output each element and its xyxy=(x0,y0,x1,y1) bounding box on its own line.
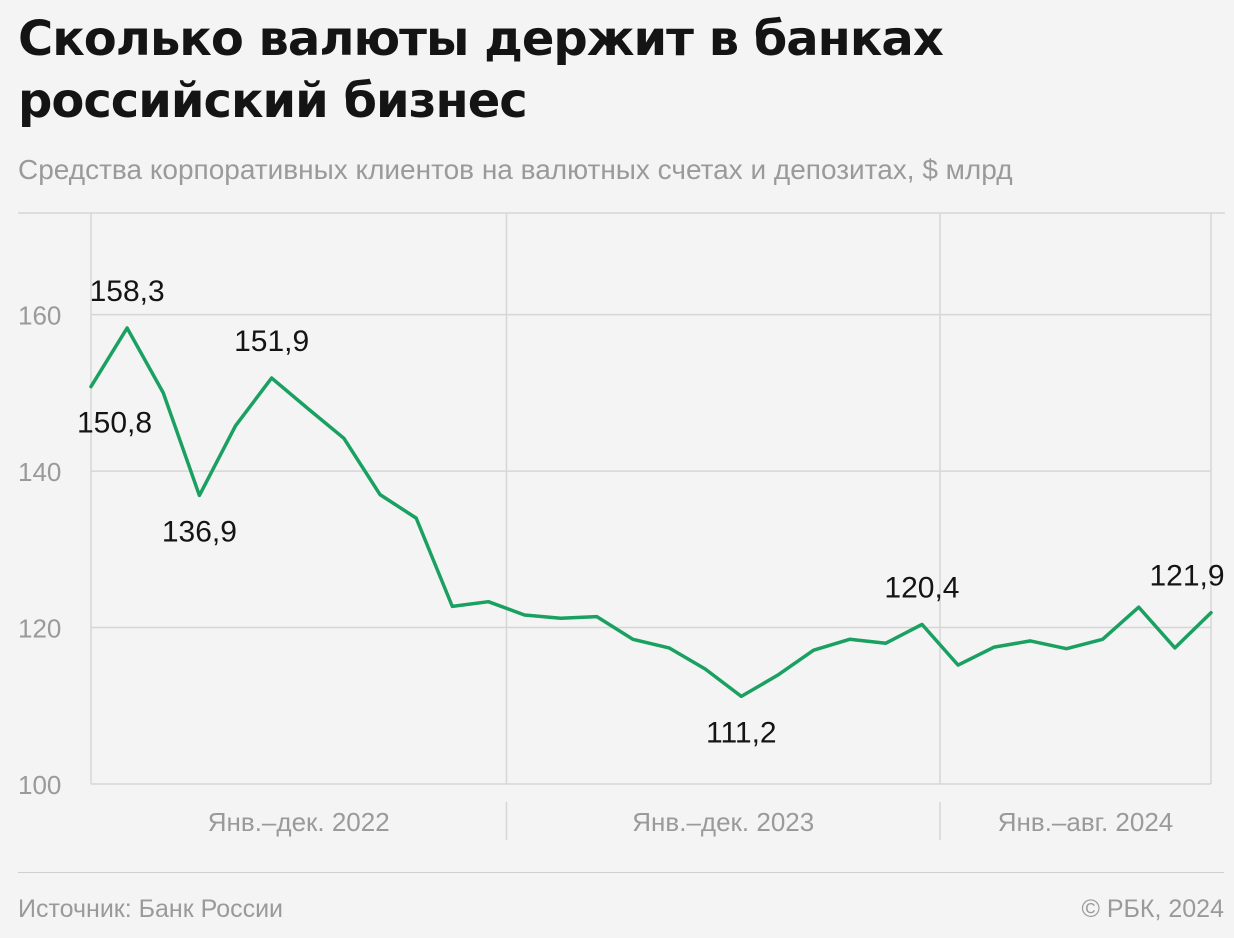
data-label: 121,9 xyxy=(1149,560,1224,593)
gridlines xyxy=(18,212,1225,785)
chart-subtitle: Средства корпоративных клиентов на валют… xyxy=(18,154,1013,185)
source-note: Источник: Банк России xyxy=(18,895,284,923)
x-axis-groups: Янв.–дек. 2022 Янв.–дек. 2023 Янв.–авг. 20… xyxy=(208,213,1173,840)
y-tick-label: 140 xyxy=(18,457,61,487)
data-label: 150,8 xyxy=(77,407,152,440)
data-labels: 150,8 158,3 136,9 151,9 111,2 120,4 121,9 xyxy=(77,275,1225,749)
y-axis-ticks: 100 120 140 160 xyxy=(18,301,61,800)
footer-divider xyxy=(18,872,1224,873)
data-label: 158,3 xyxy=(90,275,165,308)
data-label: 120,4 xyxy=(884,571,959,604)
data-label: 111,2 xyxy=(706,716,777,749)
x-group-label: Янв.–дек. 2022 xyxy=(208,807,390,837)
y-tick-label: 160 xyxy=(18,301,61,331)
data-label: 136,9 xyxy=(162,515,237,548)
x-group-label: Янв.–дек. 2023 xyxy=(632,807,814,837)
copyright-note: © РБК, 2024 xyxy=(1081,895,1224,923)
chart-title: Сколько валюты держит в банках российски… xyxy=(18,11,944,129)
data-label: 151,9 xyxy=(234,325,309,358)
y-tick-label: 100 xyxy=(18,770,61,800)
series-line xyxy=(89,326,1213,699)
y-tick-label: 120 xyxy=(18,614,61,644)
x-group-label: Янв.–авг. 2024 xyxy=(998,807,1174,837)
